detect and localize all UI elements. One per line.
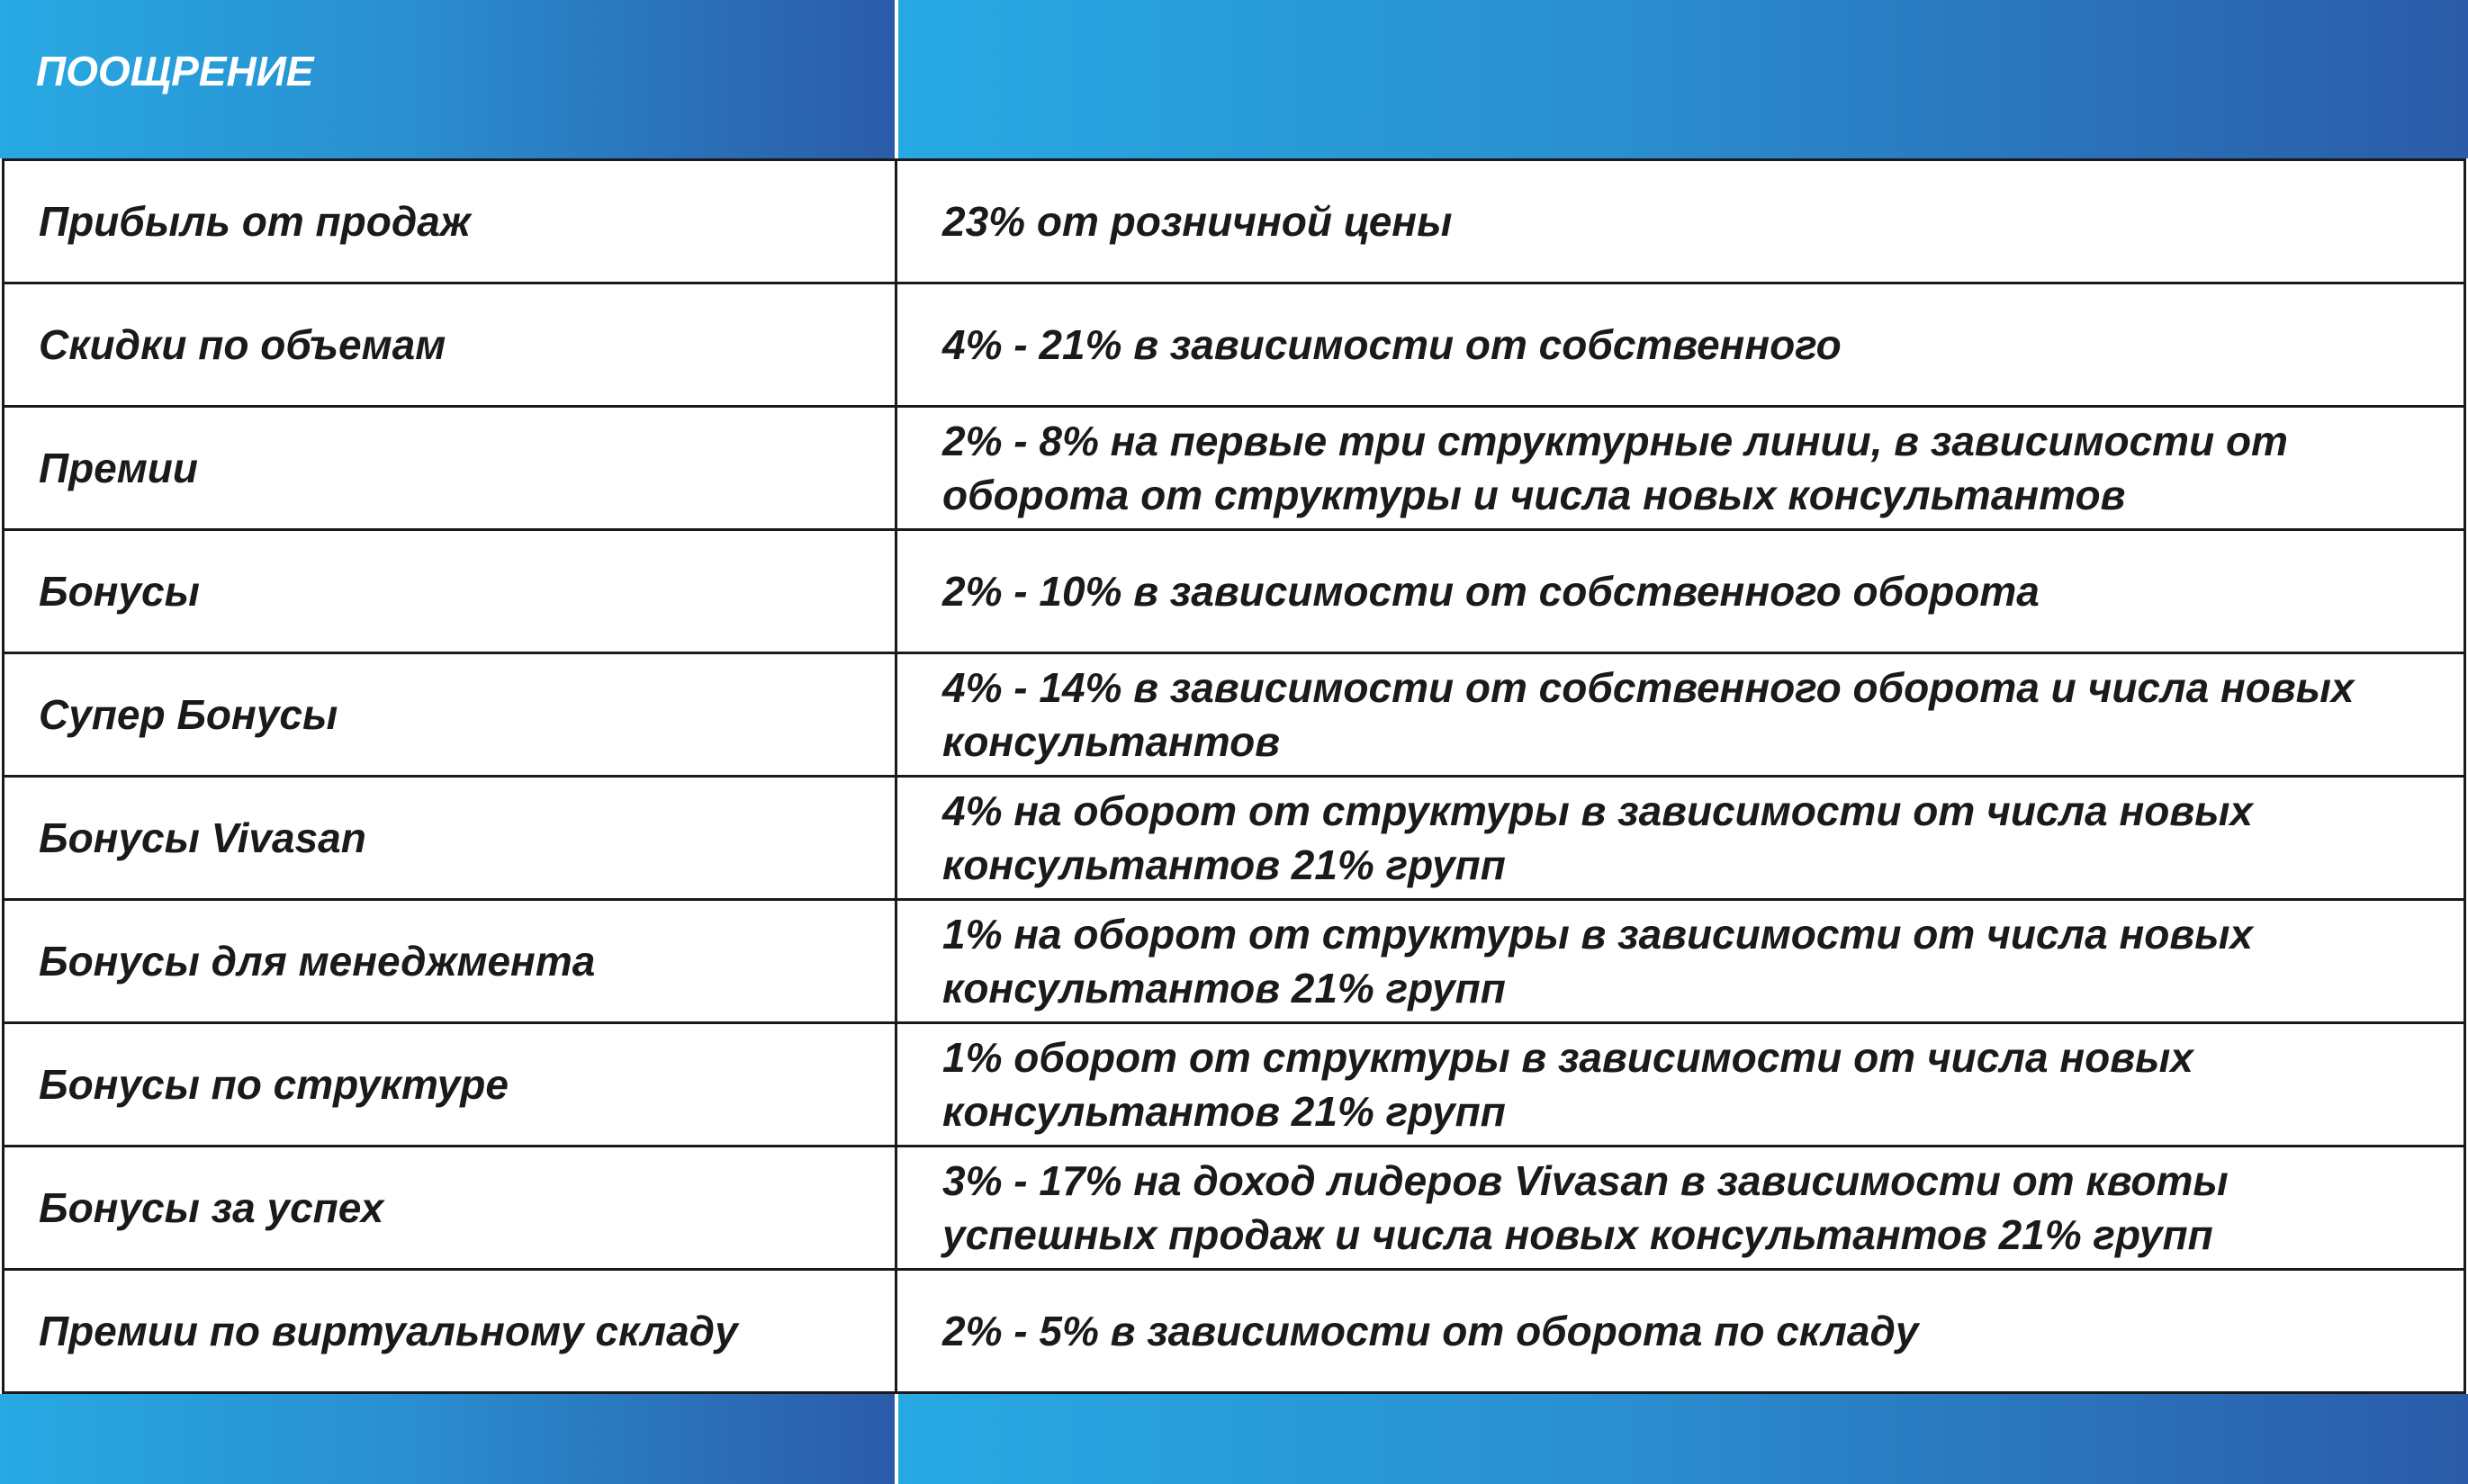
header-left-cell: ПООЩРЕНИЕ: [0, 0, 895, 158]
header-right-cell: [895, 0, 2468, 158]
table-row: Бонусы для менеджмента 1% на оборот от с…: [5, 901, 2463, 1024]
row-label: Премии по виртуальному складу: [5, 1271, 897, 1391]
table-row: Премии 2% - 8% на первые три структурные…: [5, 408, 2463, 531]
table-row: Бонусы за успех 3% - 17% на доход лидеро…: [5, 1147, 2463, 1271]
footer-left-cell: [0, 1394, 895, 1484]
row-label: Супер Бонусы: [5, 654, 897, 775]
table-row: Бонусы по структуре 1% оборот от структу…: [5, 1024, 2463, 1147]
table-row: Скидки по объемам 4% - 21% в зависимости…: [5, 284, 2463, 408]
row-value: 1% оборот от структуры в зависимости от …: [942, 1034, 2193, 1135]
row-value: 4% - 14% в зависимости от собственного о…: [942, 664, 2355, 765]
row-label: Бонусы: [5, 531, 897, 652]
footer-right-cell: [895, 1394, 2468, 1484]
table-title: ПООЩРЕНИЕ: [36, 48, 314, 94]
row-value: 4% на оборот от структуры в зависимости …: [942, 787, 2254, 888]
row-value: 1% на оборот от структуры в зависимости …: [942, 911, 2254, 1012]
row-label: Бонусы Vivasan: [5, 778, 897, 898]
row-value: 4% - 21% в зависимости от собственного: [942, 321, 1842, 368]
row-label: Прибыль от продаж: [5, 161, 897, 282]
row-value: 2% - 5% в зависимости от оборота по скла…: [942, 1308, 1919, 1354]
row-label: Скидки по объемам: [5, 284, 897, 405]
table-row: Бонусы 2% - 10% в зависимости от собстве…: [5, 531, 2463, 654]
row-value: 2% - 10% в зависимости от собственного о…: [942, 568, 2040, 615]
row-label: Премии: [5, 408, 897, 528]
rewards-table: Прибыль от продаж 23% от розничной цены …: [2, 158, 2466, 1394]
row-value: 2% - 8% на первые три структурные линии,…: [942, 418, 2288, 518]
table-row: Премии по виртуальному складу 2% - 5% в …: [5, 1271, 2463, 1391]
row-label: Бонусы для менеджмента: [5, 901, 897, 1021]
row-label: Бонусы за успех: [5, 1147, 897, 1268]
row-value: 23% от розничной цены: [942, 198, 1453, 245]
table-row: Бонусы Vivasan 4% на оборот от структуры…: [5, 778, 2463, 901]
table-row: Прибыль от продаж 23% от розничной цены: [5, 161, 2463, 284]
header-bar: ПООЩРЕНИЕ: [0, 0, 2468, 158]
row-value: 3% - 17% на доход лидеров Vivasan в зави…: [942, 1157, 2229, 1258]
row-label: Бонусы по структуре: [5, 1024, 897, 1145]
table-row: Супер Бонусы 4% - 14% в зависимости от с…: [5, 654, 2463, 778]
footer-bar: [0, 1394, 2468, 1484]
